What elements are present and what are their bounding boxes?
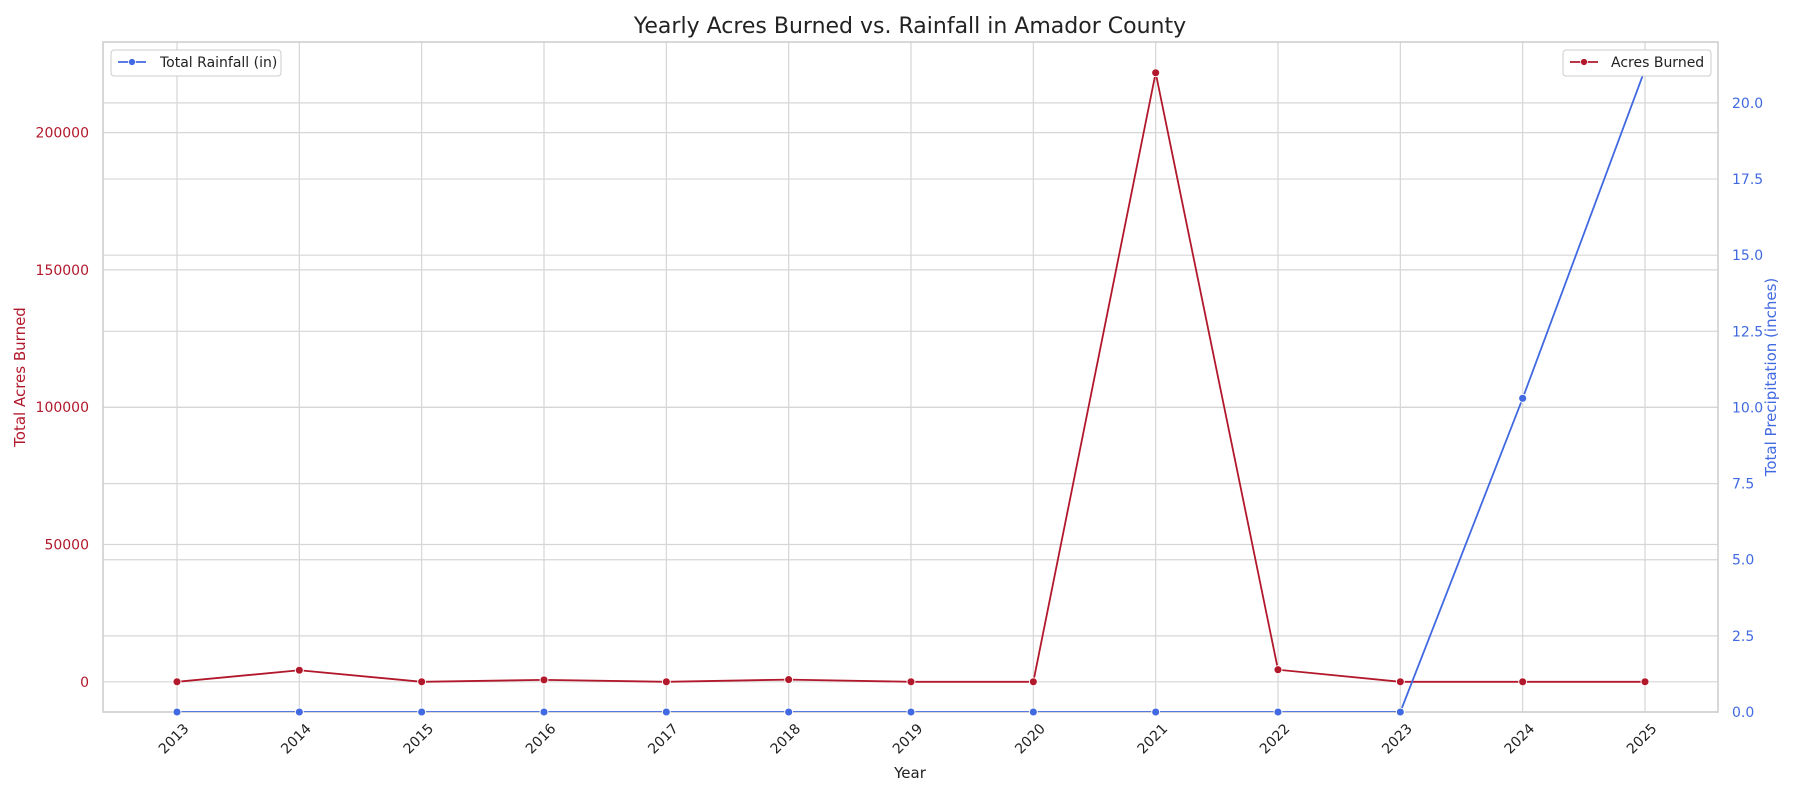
x-tick-label: 2022: [1257, 721, 1294, 758]
right-y-tick-label: 15.0: [1732, 248, 1763, 264]
chart-title: Yearly Acres Burned vs. Rainfall in Amad…: [633, 14, 1186, 39]
data-point: [172, 677, 182, 687]
data-point: [172, 707, 182, 717]
right-y-tick-label: 2.5: [1732, 629, 1754, 645]
x-tick-label: 2018: [768, 721, 805, 758]
data-point: [1028, 677, 1038, 687]
data-point: [1273, 707, 1283, 717]
left-y-tick-label: 100000: [36, 400, 89, 416]
legend-acres: Acres Burned: [1562, 49, 1712, 77]
data-point: [784, 675, 794, 685]
left-y-axis-title: Total Acres Burned: [11, 307, 29, 448]
right-y-axis-title: Total Precipitation (inches): [1762, 278, 1780, 478]
data-point: [1151, 68, 1161, 78]
data-point: [417, 677, 427, 687]
legend-rainfall: Total Rainfall (in): [110, 49, 282, 77]
x-tick-label: 2025: [1624, 721, 1661, 758]
series-0: [172, 68, 1650, 687]
data-point: [906, 707, 916, 717]
legend-rainfall-label: Total Rainfall (in): [159, 55, 277, 71]
left-y-tick-label: 50000: [44, 538, 89, 554]
x-tick-label: 2016: [523, 721, 560, 758]
left-y-tick-label: 200000: [36, 126, 89, 142]
right-y-tick-label: 20.0: [1732, 96, 1763, 112]
data-point: [661, 677, 671, 687]
data-point: [784, 707, 794, 717]
data-point: [539, 675, 549, 685]
data-point: [661, 707, 671, 717]
data-point: [1518, 393, 1528, 403]
right-y-tick-label: 12.5: [1732, 324, 1763, 340]
data-point: [1273, 665, 1283, 675]
data-point: [1395, 707, 1405, 717]
x-tick-label: 2021: [1135, 721, 1172, 758]
data-point: [1518, 677, 1528, 687]
x-tick-label: 2024: [1502, 721, 1539, 758]
data-point: [539, 707, 549, 717]
data-point: [1640, 677, 1650, 687]
legend-rainfall-marker-icon: [128, 58, 136, 66]
x-axis-title: Year: [893, 764, 927, 782]
data-point: [417, 707, 427, 717]
x-tick-label: 2020: [1012, 721, 1049, 758]
x-tick-label: 2014: [278, 721, 315, 758]
series-layer: [172, 64, 1650, 717]
data-point: [294, 665, 304, 675]
x-tick-label: 2015: [401, 721, 438, 758]
x-tick-label: 2023: [1379, 721, 1416, 758]
x-tick-label: 2013: [156, 721, 193, 758]
legend-acres-label: Acres Burned: [1611, 55, 1704, 71]
data-point: [1395, 677, 1405, 687]
left-y-tick-label: 0: [80, 675, 89, 691]
data-point: [906, 677, 916, 687]
x-tick-label: 2019: [890, 721, 927, 758]
x-axis-ticks: 2013 2014 2015 2016 2017 2018 2019 2020 2021 2022…: [156, 721, 1661, 758]
data-point: [1151, 707, 1161, 717]
right-y-axis-ticks: 0.0 2.5 5.0 7.5 10.0 12.5 15.0 17.5 20.0: [1732, 96, 1763, 721]
right-y-tick-label: 10.0: [1732, 400, 1763, 416]
left-y-tick-label: 150000: [36, 263, 89, 279]
grid-lines: [103, 42, 1718, 713]
right-y-tick-label: 5.0: [1732, 553, 1754, 569]
right-y-tick-label: 7.5: [1732, 477, 1754, 493]
right-y-tick-label: 17.5: [1732, 172, 1763, 188]
left-y-axis-ticks: 0 50000 100000 150000 200000: [36, 126, 89, 691]
data-point: [294, 707, 304, 717]
right-y-tick-label: 0.0: [1732, 705, 1754, 721]
data-point: [1028, 707, 1038, 717]
legend-acres-marker-icon: [1580, 58, 1588, 66]
x-tick-label: 2017: [645, 721, 682, 758]
